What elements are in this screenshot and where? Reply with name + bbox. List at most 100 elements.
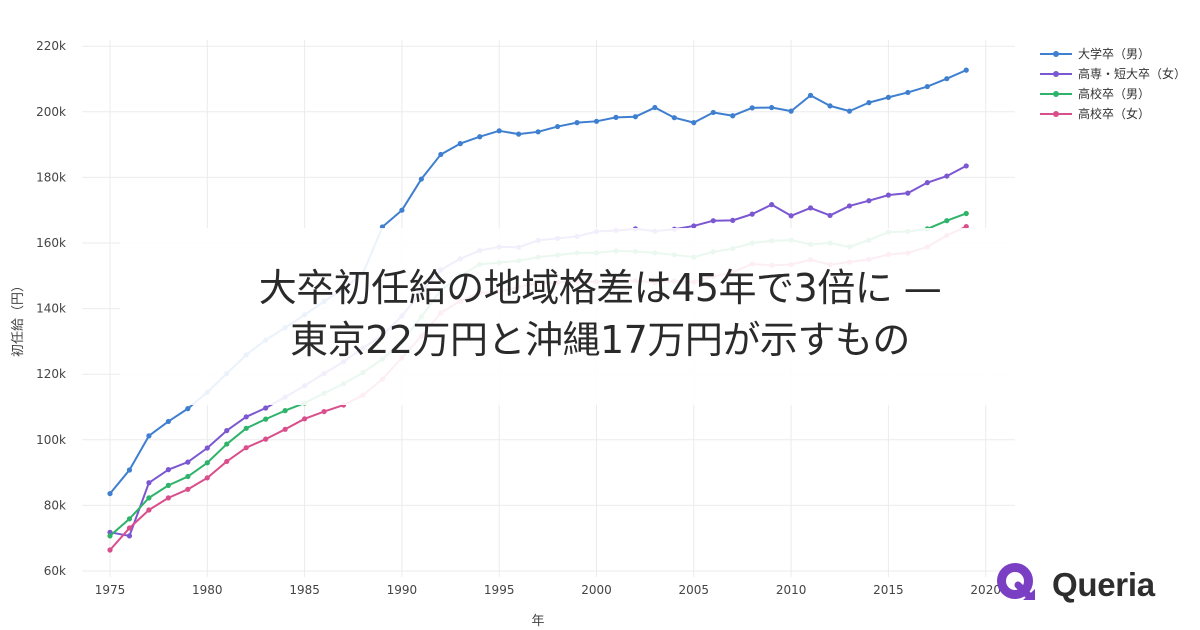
data-point[interactable]: [691, 120, 697, 126]
y-tick-label: 100k: [36, 433, 66, 447]
data-point[interactable]: [146, 507, 152, 513]
data-point[interactable]: [126, 516, 133, 522]
data-point[interactable]: [204, 445, 210, 451]
data-point[interactable]: [788, 213, 794, 219]
data-point[interactable]: [282, 426, 288, 432]
legend-label: 高校卒（女）: [1078, 107, 1151, 121]
data-point[interactable]: [944, 76, 950, 82]
data-point[interactable]: [846, 203, 853, 209]
data-point[interactable]: [730, 217, 736, 223]
data-point[interactable]: [944, 173, 950, 179]
data-point[interactable]: [944, 218, 950, 224]
data-point[interactable]: [302, 416, 308, 422]
data-point[interactable]: [165, 482, 171, 488]
data-point[interactable]: [204, 460, 210, 466]
data-point[interactable]: [185, 406, 191, 412]
data-point[interactable]: [866, 100, 872, 106]
y-axis-title: 初任給（円）: [11, 279, 26, 357]
data-point[interactable]: [827, 103, 833, 109]
legend-item[interactable]: 大学卒（男）: [1040, 44, 1186, 64]
data-point[interactable]: [885, 192, 892, 198]
data-point[interactable]: [963, 224, 969, 230]
data-point[interactable]: [224, 441, 230, 447]
data-point[interactable]: [185, 459, 191, 465]
data-point[interactable]: [905, 89, 911, 96]
data-point[interactable]: [321, 408, 327, 415]
data-point[interactable]: [905, 190, 911, 196]
data-point[interactable]: [749, 211, 755, 217]
data-point[interactable]: [457, 141, 463, 147]
data-point[interactable]: [224, 428, 230, 434]
data-point[interactable]: [496, 128, 502, 134]
data-point[interactable]: [924, 83, 930, 90]
data-point[interactable]: [671, 115, 677, 121]
data-point[interactable]: [885, 94, 892, 100]
data-point[interactable]: [691, 223, 697, 229]
data-point[interactable]: [710, 218, 716, 224]
data-point[interactable]: [535, 129, 541, 135]
data-point[interactable]: [438, 151, 444, 158]
data-point[interactable]: [652, 104, 658, 111]
data-point[interactable]: [146, 433, 152, 439]
data-point[interactable]: [866, 198, 872, 204]
data-point[interactable]: [107, 547, 113, 553]
data-point[interactable]: [204, 475, 210, 481]
data-point[interactable]: [418, 176, 424, 182]
legend-item[interactable]: 高校卒（女）: [1040, 104, 1186, 124]
data-point[interactable]: [613, 114, 619, 120]
data-point[interactable]: [165, 467, 171, 473]
legend-item[interactable]: 高専・短大卒（女）: [1040, 64, 1186, 84]
x-tick-label: 1990: [387, 583, 418, 597]
legend-swatch-icon: [1040, 69, 1072, 79]
data-point[interactable]: [924, 180, 930, 186]
data-point[interactable]: [243, 445, 249, 451]
data-point[interactable]: [263, 416, 269, 422]
data-point[interactable]: [126, 533, 133, 539]
y-tick-label: 220k: [36, 39, 66, 53]
data-point[interactable]: [963, 67, 969, 73]
x-axis-title: 年: [531, 614, 544, 629]
data-point[interactable]: [243, 425, 249, 431]
brand-logo: Queria: [996, 562, 1155, 608]
data-point[interactable]: [146, 480, 152, 486]
x-tick-label: 2015: [873, 583, 904, 597]
data-point[interactable]: [282, 408, 288, 414]
legend-item[interactable]: 高校卒（男）: [1040, 84, 1186, 104]
data-point[interactable]: [554, 123, 561, 130]
data-point[interactable]: [846, 108, 853, 114]
data-point[interactable]: [593, 118, 600, 124]
data-point[interactable]: [399, 207, 405, 213]
data-point[interactable]: [807, 205, 814, 211]
data-point[interactable]: [730, 113, 736, 119]
data-point[interactable]: [477, 134, 483, 140]
data-point[interactable]: [749, 105, 755, 111]
data-point[interactable]: [710, 109, 716, 116]
data-point[interactable]: [107, 533, 113, 539]
data-point[interactable]: [263, 405, 269, 411]
data-point[interactable]: [243, 414, 249, 420]
data-point[interactable]: [516, 131, 522, 137]
data-point[interactable]: [126, 525, 133, 531]
data-point[interactable]: [769, 104, 775, 111]
data-point[interactable]: [185, 473, 191, 480]
data-point[interactable]: [185, 486, 191, 492]
data-point[interactable]: [769, 202, 775, 208]
x-axis-ticks: 1975 1980 1985 1990 1995 2000 2005 2010 2015 2020: [95, 583, 1001, 597]
data-point[interactable]: [165, 495, 171, 501]
data-point[interactable]: [963, 210, 969, 217]
data-point[interactable]: [224, 458, 230, 465]
y-tick-label: 160k: [36, 236, 66, 250]
data-point[interactable]: [146, 495, 152, 501]
data-point[interactable]: [827, 212, 833, 219]
data-point[interactable]: [807, 92, 814, 98]
data-point[interactable]: [574, 120, 580, 126]
data-point[interactable]: [788, 108, 794, 114]
data-point[interactable]: [165, 418, 171, 425]
data-point[interactable]: [263, 436, 269, 442]
data-point[interactable]: [126, 467, 133, 473]
data-point[interactable]: [107, 490, 113, 497]
legend-swatch-icon: [1040, 89, 1072, 99]
data-point[interactable]: [963, 163, 969, 169]
data-point[interactable]: [632, 114, 639, 120]
y-tick-label: 200k: [36, 105, 66, 119]
